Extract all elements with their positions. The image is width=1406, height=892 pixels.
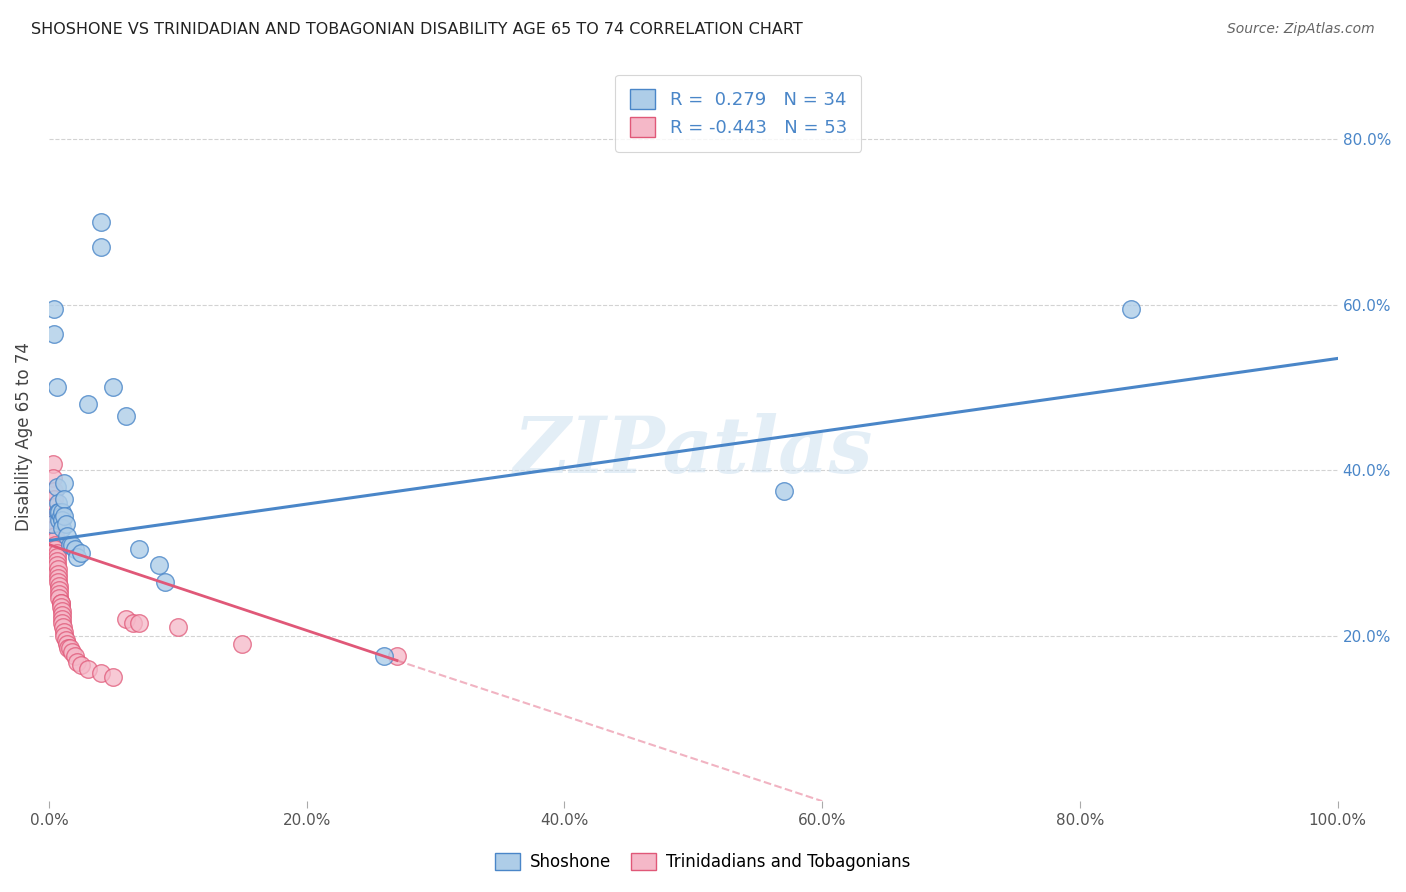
Point <box>53 624 76 639</box>
Point <box>42 492 65 507</box>
Point <box>121 616 143 631</box>
Point <box>56 529 79 543</box>
Point <box>53 475 76 490</box>
Point <box>58 641 80 656</box>
Point <box>49 596 72 610</box>
Point <box>41 516 63 531</box>
Point <box>44 541 66 556</box>
Point <box>45 549 67 564</box>
Point <box>42 483 65 498</box>
Point <box>373 649 395 664</box>
Point <box>53 492 76 507</box>
Point <box>53 629 76 643</box>
Point <box>55 516 77 531</box>
Point <box>56 637 79 651</box>
Point <box>48 513 70 527</box>
Legend: Shoshone, Trinidadians and Tobagonians: Shoshone, Trinidadians and Tobagonians <box>486 845 920 880</box>
Point <box>60 645 83 659</box>
Point <box>51 607 73 622</box>
Point <box>128 616 150 631</box>
Point <box>45 380 67 394</box>
Point <box>44 521 66 535</box>
Point <box>76 397 98 411</box>
Point <box>63 541 86 556</box>
Point <box>48 504 70 518</box>
Point <box>89 215 111 229</box>
Point <box>89 240 111 254</box>
Point <box>51 616 73 631</box>
Point <box>45 546 67 560</box>
Legend: R =  0.279   N = 34, R = -0.443   N = 53: R = 0.279 N = 34, R = -0.443 N = 53 <box>616 75 862 152</box>
Point <box>46 566 69 581</box>
Point <box>45 480 67 494</box>
Point <box>46 504 69 518</box>
Point <box>103 380 125 394</box>
Point <box>66 549 89 564</box>
Point <box>48 583 70 598</box>
Point <box>44 529 66 543</box>
Point <box>42 471 65 485</box>
Point <box>115 612 138 626</box>
Point <box>48 587 70 601</box>
Point <box>46 571 69 585</box>
Point <box>60 538 83 552</box>
Point <box>42 516 65 531</box>
Point <box>49 599 72 614</box>
Point <box>42 301 65 316</box>
Text: Source: ZipAtlas.com: Source: ZipAtlas.com <box>1227 22 1375 37</box>
Point <box>385 649 408 664</box>
Point <box>45 554 67 568</box>
Point <box>63 649 86 664</box>
Point <box>66 655 89 669</box>
Point <box>41 521 63 535</box>
Point <box>44 529 66 543</box>
Point <box>58 538 80 552</box>
Point <box>44 533 66 548</box>
Point <box>42 500 65 515</box>
Point <box>58 641 80 656</box>
Point <box>44 538 66 552</box>
Text: SHOSHONE VS TRINIDADIAN AND TOBAGONIAN DISABILITY AGE 65 TO 74 CORRELATION CHART: SHOSHONE VS TRINIDADIAN AND TOBAGONIAN D… <box>31 22 803 37</box>
Point <box>115 409 138 424</box>
Point <box>55 632 77 647</box>
Point <box>42 326 65 341</box>
Text: ZIPatlas: ZIPatlas <box>513 413 873 490</box>
Point <box>51 604 73 618</box>
Point <box>51 504 73 518</box>
Point <box>46 574 69 589</box>
Point <box>231 637 253 651</box>
Point <box>48 579 70 593</box>
Point <box>46 562 69 576</box>
Point <box>103 670 125 684</box>
Point <box>166 620 188 634</box>
Y-axis label: Disability Age 65 to 74: Disability Age 65 to 74 <box>15 343 32 532</box>
Point <box>51 521 73 535</box>
Point <box>1121 301 1143 316</box>
Point <box>52 620 75 634</box>
Point <box>42 508 65 523</box>
Point <box>46 496 69 510</box>
Point <box>49 596 72 610</box>
Point <box>42 457 65 471</box>
Point <box>76 662 98 676</box>
Point <box>49 508 72 523</box>
Point <box>51 513 73 527</box>
Point <box>153 574 176 589</box>
Point <box>53 508 76 523</box>
Point <box>51 612 73 626</box>
Point <box>45 558 67 573</box>
Point <box>128 541 150 556</box>
Point <box>70 657 93 672</box>
Point <box>89 665 111 680</box>
Point <box>772 483 794 498</box>
Point <box>148 558 170 573</box>
Point <box>48 591 70 606</box>
Point <box>70 546 93 560</box>
